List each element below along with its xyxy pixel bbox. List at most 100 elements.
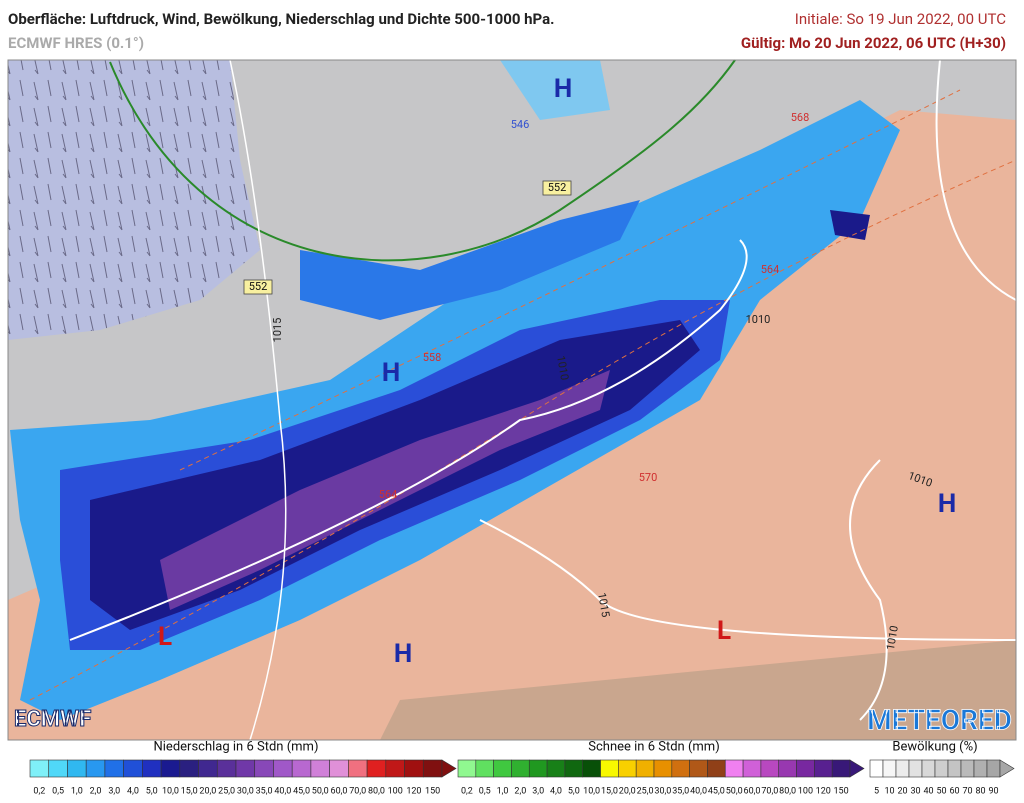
legend-swatch (179, 759, 199, 778)
legend-swatch (796, 759, 815, 778)
legend-swatch (934, 759, 949, 778)
isobar-1010-se (849, 459, 888, 721)
legend-label: 150 (833, 786, 848, 796)
legend-label: 10 (884, 786, 894, 796)
legend-swatch (85, 759, 106, 778)
legend-title: Bewölkung (%) (892, 739, 977, 754)
legend-swatch (921, 759, 936, 778)
legend-swatch (366, 759, 387, 778)
legend-label: 45,0 (293, 786, 310, 796)
header-bg (0, 0, 1024, 60)
legend-label: 40,0 (274, 786, 291, 796)
legend-label: 70,0 (349, 786, 366, 796)
legend-swatch (724, 759, 744, 778)
label-box (243, 279, 273, 295)
legend-label: 1,0 (497, 786, 509, 796)
legend-label: 3,0 (532, 786, 544, 796)
legend-arrow (441, 759, 457, 778)
legend-label: 60 (949, 786, 959, 796)
legend-label: 20,0 (199, 786, 216, 796)
legend-swatch (618, 759, 637, 778)
alps (380, 640, 1016, 740)
legend-swatch (198, 759, 218, 778)
legend-label: 2,0 (90, 786, 102, 796)
legend-label: 0,2 (33, 786, 45, 796)
legend-swatch (546, 759, 566, 778)
legend-swatch (778, 759, 797, 778)
legend-swatch (671, 759, 690, 778)
legend-swatch (882, 759, 897, 778)
legend-swatch (475, 759, 494, 778)
legend-label: 120 (406, 786, 421, 796)
legend-swatch (564, 759, 584, 778)
legend-swatch (831, 759, 851, 778)
label-box (542, 180, 572, 196)
thickness-label: 568 (791, 111, 810, 124)
wind-barbs (8, 60, 260, 340)
legend-swatch (329, 759, 349, 778)
legend-swatch (582, 759, 601, 778)
low-center: L (717, 616, 731, 646)
precip-north (300, 200, 640, 320)
legend-swatch (947, 759, 962, 778)
legend-label: 100 (798, 786, 813, 796)
legend-swatch (528, 759, 548, 778)
legend-label: 30 (910, 786, 920, 796)
legend-swatch (216, 759, 237, 778)
legend-swatch (493, 759, 512, 778)
legend-label: 15,0 (181, 786, 198, 796)
legend-arrow (849, 759, 865, 778)
valid-time: Gültig: Mo 20 Jun 2022, 06 UTC (H+30) (741, 34, 1006, 52)
meteored-logo: METEORED (867, 703, 1012, 736)
legend-swatch (142, 759, 162, 778)
legend-swatch (273, 759, 293, 778)
thickness-label: 564 (761, 263, 780, 276)
legend-label: 15,0 (601, 786, 618, 796)
legend-label: 30,0 (237, 786, 254, 796)
legend-label: 80 (975, 786, 985, 796)
legend-swatch (123, 759, 143, 778)
legend-label: 80,0 (779, 786, 796, 796)
legend-label: 40 (923, 786, 933, 796)
legend-label: 10,0 (583, 786, 600, 796)
legend-swatch (895, 759, 910, 778)
legend-label: 50 (936, 786, 946, 796)
legend-label: 2,0 (514, 786, 526, 796)
legend-swatch (689, 759, 708, 778)
legend-swatch (635, 759, 655, 778)
legend-label: 120 (816, 786, 831, 796)
legend-swatch (653, 759, 673, 778)
legend-swatch (48, 759, 68, 778)
legend-swatch (960, 759, 975, 778)
model-name: ECMWF HRES (0.1°) (8, 34, 144, 52)
low-center: L (158, 622, 172, 652)
high-center: H (382, 358, 400, 388)
thickness-label: 552 (548, 181, 567, 194)
thickness-label: 546 (511, 118, 530, 131)
legend-swatch (869, 759, 884, 778)
isobar-1010-east (935, 59, 1017, 301)
legend-swatch (814, 759, 833, 778)
legend-swatch (67, 759, 87, 778)
legend-label: 60,0 (331, 786, 348, 796)
legend-swatch (908, 759, 923, 778)
precip-cell (830, 210, 870, 240)
map-frame (7, 59, 1017, 741)
legends: Niederschlag in 6 Stdn (mm) 0,2 0,5 1,0 2,0 3… (29, 739, 1015, 796)
isobar-label: 1015 (595, 592, 612, 619)
legend-label: 4,0 (127, 786, 139, 796)
legend-label: 35,0 (672, 786, 689, 796)
legend-label: 10,0 (162, 786, 179, 796)
legend-label: 25,0 (637, 786, 654, 796)
precip-baltic (500, 60, 610, 120)
legend-swatch (404, 759, 424, 778)
legend-swatch (254, 759, 274, 778)
legend-swatch (760, 759, 780, 778)
precip-very-heavy (160, 370, 610, 610)
legend-label: 1,0 (71, 786, 83, 796)
legend-label: 5,0 (146, 786, 158, 796)
legend-swatch (348, 759, 368, 778)
legend-swatch (511, 759, 530, 778)
thickness-558 (179, 89, 961, 471)
